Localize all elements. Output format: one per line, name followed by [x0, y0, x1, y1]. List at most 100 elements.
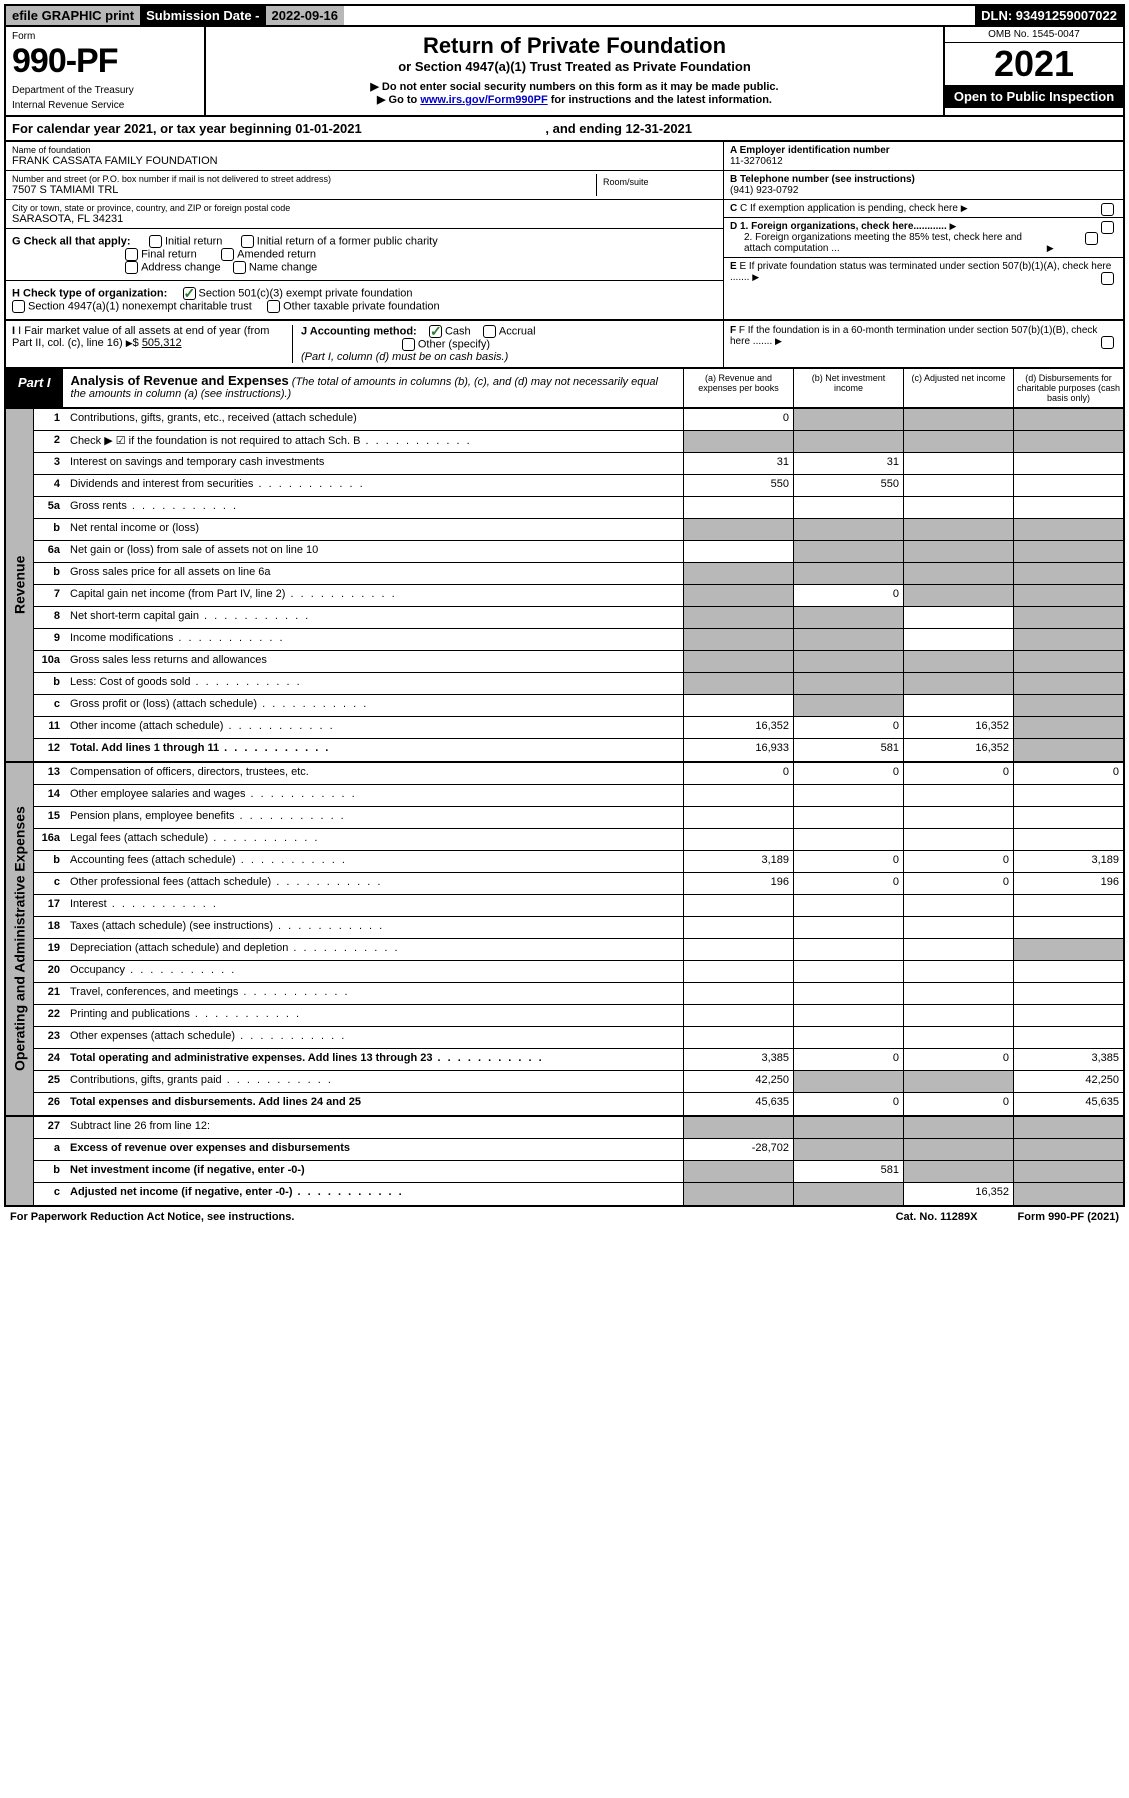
table-row: 1Contributions, gifts, grants, etc., rec… — [34, 409, 1123, 431]
row-cell — [1013, 673, 1123, 694]
initial-return-checkbox[interactable] — [149, 235, 162, 248]
row-description: Total. Add lines 1 through 11 — [66, 739, 683, 761]
fmv-value: 505,312 — [142, 337, 182, 349]
expenses-section: Operating and Administrative Expenses 13… — [4, 763, 1125, 1117]
row-cell — [903, 1117, 1013, 1138]
row-description: Gross rents — [66, 497, 683, 518]
row-cell — [793, 1027, 903, 1048]
table-row: 13Compensation of officers, directors, t… — [34, 763, 1123, 785]
row-cell — [903, 497, 1013, 518]
row-cell: 581 — [793, 1161, 903, 1182]
table-row: 5aGross rents — [34, 497, 1123, 519]
open-inspection: Open to Public Inspection — [945, 85, 1123, 108]
arrow-icon — [126, 337, 133, 349]
part-1-label: Part I — [6, 369, 63, 407]
row-cell: 16,933 — [683, 739, 793, 761]
4947a1-checkbox[interactable] — [12, 300, 25, 313]
cat-number: Cat. No. 11289X — [896, 1211, 978, 1223]
row-cell — [793, 961, 903, 982]
501c3-checkbox[interactable] — [183, 287, 196, 300]
row-cell — [903, 475, 1013, 496]
cash-checkbox[interactable] — [429, 325, 442, 338]
form990pf-link[interactable]: www.irs.gov/Form990PF — [420, 94, 547, 106]
row-description: Printing and publications — [66, 1005, 683, 1026]
city-state-zip: SARASOTA, FL 34231 — [12, 213, 717, 225]
omb-number: OMB No. 1545-0047 — [945, 27, 1123, 43]
table-row: 8Net short-term capital gain — [34, 607, 1123, 629]
row-number: b — [34, 563, 66, 584]
table-row: cAdjusted net income (if negative, enter… — [34, 1183, 1123, 1205]
other-taxable-checkbox[interactable] — [267, 300, 280, 313]
row-cell — [1013, 1117, 1123, 1138]
row-description: Other professional fees (attach schedule… — [66, 873, 683, 894]
row-description: Net investment income (if negative, ente… — [66, 1161, 683, 1182]
foundation-name-label: Name of foundation — [12, 145, 717, 155]
row-description: Capital gain net income (from Part IV, l… — [66, 585, 683, 606]
row-number: 5a — [34, 497, 66, 518]
address-change-checkbox[interactable] — [125, 261, 138, 274]
row-cell: 0 — [903, 851, 1013, 872]
foreign-org-checkbox[interactable] — [1101, 221, 1114, 234]
part-1-title: Analysis of Revenue and Expenses — [71, 373, 289, 388]
row-cell: 0 — [683, 763, 793, 784]
row-number: 24 — [34, 1049, 66, 1070]
accrual-checkbox[interactable] — [483, 325, 496, 338]
row-number: c — [34, 1183, 66, 1205]
60-month-checkbox[interactable] — [1101, 336, 1114, 349]
form-label: Form — [12, 31, 198, 42]
exemption-pending-checkbox[interactable] — [1101, 203, 1114, 216]
row-description: Gross sales price for all assets on line… — [66, 563, 683, 584]
c-label: C If exemption application is pending, c… — [740, 203, 958, 214]
row-number: 9 — [34, 629, 66, 650]
table-row: bAccounting fees (attach schedule)3,1890… — [34, 851, 1123, 873]
amended-return-checkbox[interactable] — [221, 248, 234, 261]
instruction-1: ▶ Do not enter social security numbers o… — [212, 80, 937, 93]
foreign-85-checkbox[interactable] — [1085, 232, 1098, 245]
dln: DLN: 93491259007022 — [975, 6, 1123, 25]
row-cell — [793, 695, 903, 716]
row-number: 3 — [34, 453, 66, 474]
ein-label: A Employer identification number — [730, 145, 890, 156]
phone-label: B Telephone number (see instructions) — [730, 174, 915, 185]
other-method-checkbox[interactable] — [402, 338, 415, 351]
row-number: 18 — [34, 917, 66, 938]
row-number: 16a — [34, 829, 66, 850]
status-terminated-checkbox[interactable] — [1101, 272, 1114, 285]
table-row: 2Check ▶ ☑ if the foundation is not requ… — [34, 431, 1123, 453]
city-label: City or town, state or province, country… — [12, 203, 717, 213]
table-row: bLess: Cost of goods sold — [34, 673, 1123, 695]
table-row: 24Total operating and administrative exp… — [34, 1049, 1123, 1071]
row-description: Subtract line 26 from line 12: — [66, 1117, 683, 1138]
row-cell — [793, 651, 903, 672]
row-cell: 0 — [903, 1093, 1013, 1115]
row-cell — [793, 917, 903, 938]
row-cell: 581 — [793, 739, 903, 761]
f-label: F If the foundation is in a 60-month ter… — [730, 325, 1097, 347]
final-return-checkbox[interactable] — [125, 248, 138, 261]
name-change-checkbox[interactable] — [233, 261, 246, 274]
row-cell — [903, 785, 1013, 806]
expenses-label: Operating and Administrative Expenses — [6, 763, 34, 1115]
row-cell — [793, 431, 903, 452]
row-cell — [683, 431, 793, 452]
row-description: Excess of revenue over expenses and disb… — [66, 1139, 683, 1160]
table-row: 4Dividends and interest from securities5… — [34, 475, 1123, 497]
row-number: 8 — [34, 607, 66, 628]
row-number: 19 — [34, 939, 66, 960]
row-cell: 0 — [793, 585, 903, 606]
row-cell — [1013, 939, 1123, 960]
row-description: Interest — [66, 895, 683, 916]
row-number: 2 — [34, 431, 66, 452]
revenue-label: Revenue — [6, 409, 34, 761]
table-row: 22Printing and publications — [34, 1005, 1123, 1027]
row-description: Occupancy — [66, 961, 683, 982]
row-number: 25 — [34, 1071, 66, 1092]
row-cell — [1013, 695, 1123, 716]
page-footer: For Paperwork Reduction Act Notice, see … — [4, 1207, 1125, 1227]
row-description: Taxes (attach schedule) (see instruction… — [66, 917, 683, 938]
initial-former-checkbox[interactable] — [241, 235, 254, 248]
row-number: b — [34, 673, 66, 694]
row-cell: 16,352 — [683, 717, 793, 738]
row-cell: 16,352 — [903, 717, 1013, 738]
row-cell — [793, 1183, 903, 1205]
